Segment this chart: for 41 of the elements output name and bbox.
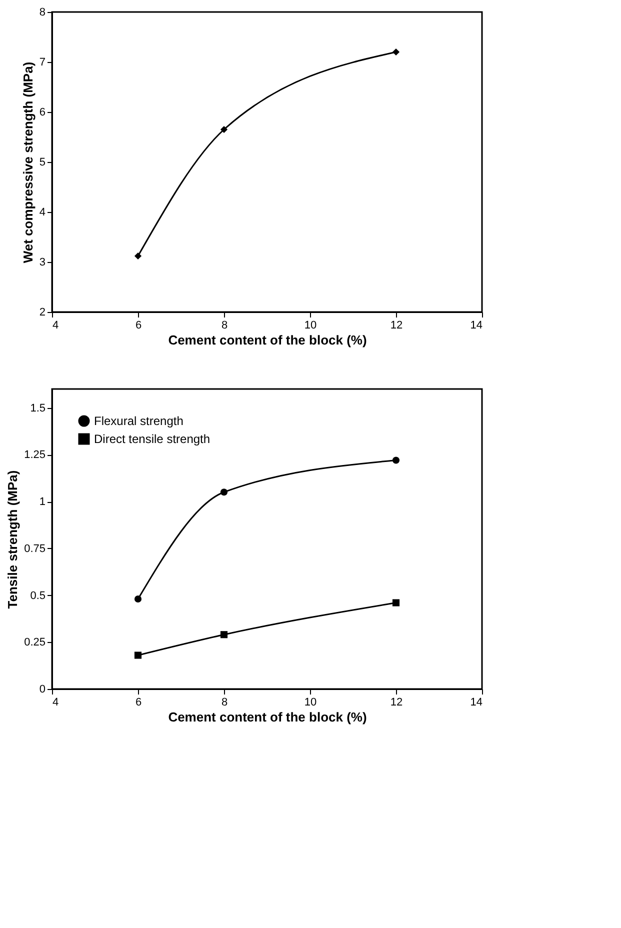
x-tick-label: 8 [221,696,228,708]
y-tick-label: 1 [39,496,46,508]
point [220,126,228,134]
point [392,48,400,56]
y-tick-label: 5 [39,156,46,168]
legend-label: Direct tensile strength [94,432,210,446]
point [220,631,228,638]
y-tick-label: 0.5 [30,590,46,602]
x-tick-label: 12 [390,320,403,332]
legend-label: Flexural strength [94,414,184,428]
x-axis-title: Cement content of the block (%) [168,710,367,724]
y-tick-label: 6 [39,106,46,118]
x-tick-label: 4 [52,320,59,332]
y-axis-title: Tensile strength (MPa) [5,470,20,609]
x-axis-title: Cement content of the block (%) [168,332,367,348]
x-tick-label: 12 [390,696,403,708]
x-tick-label: 4 [52,696,59,708]
x-tick-label: 14 [470,696,482,708]
y-axis-title: Wet compressive strength (MPa) [20,62,36,264]
x-tick-label: 14 [470,320,482,332]
y-tick-label: 1.25 [24,449,46,462]
y-tick-label: 8 [39,6,46,18]
y-tick-label: 0.75 [24,542,46,555]
point [134,252,142,260]
x-tick-label: 10 [304,696,317,708]
y-tick-label: 7 [39,56,46,68]
y-tick-label: 1.5 [30,402,46,414]
point [134,652,142,659]
y-tick-label: 0.25 [24,636,46,649]
point [220,488,228,496]
x-tick-label: 8 [221,320,228,332]
y-tick-label: 0 [39,684,46,696]
x-tick-label: 10 [304,320,317,332]
point [392,599,400,606]
x-tick-label: 6 [135,320,142,332]
y-tick-label: 4 [39,206,46,218]
point [392,456,400,464]
x-tick-label: 6 [135,696,142,708]
y-tick-label: 2 [39,306,46,318]
point [134,595,142,603]
y-tick-label: 3 [39,256,46,268]
